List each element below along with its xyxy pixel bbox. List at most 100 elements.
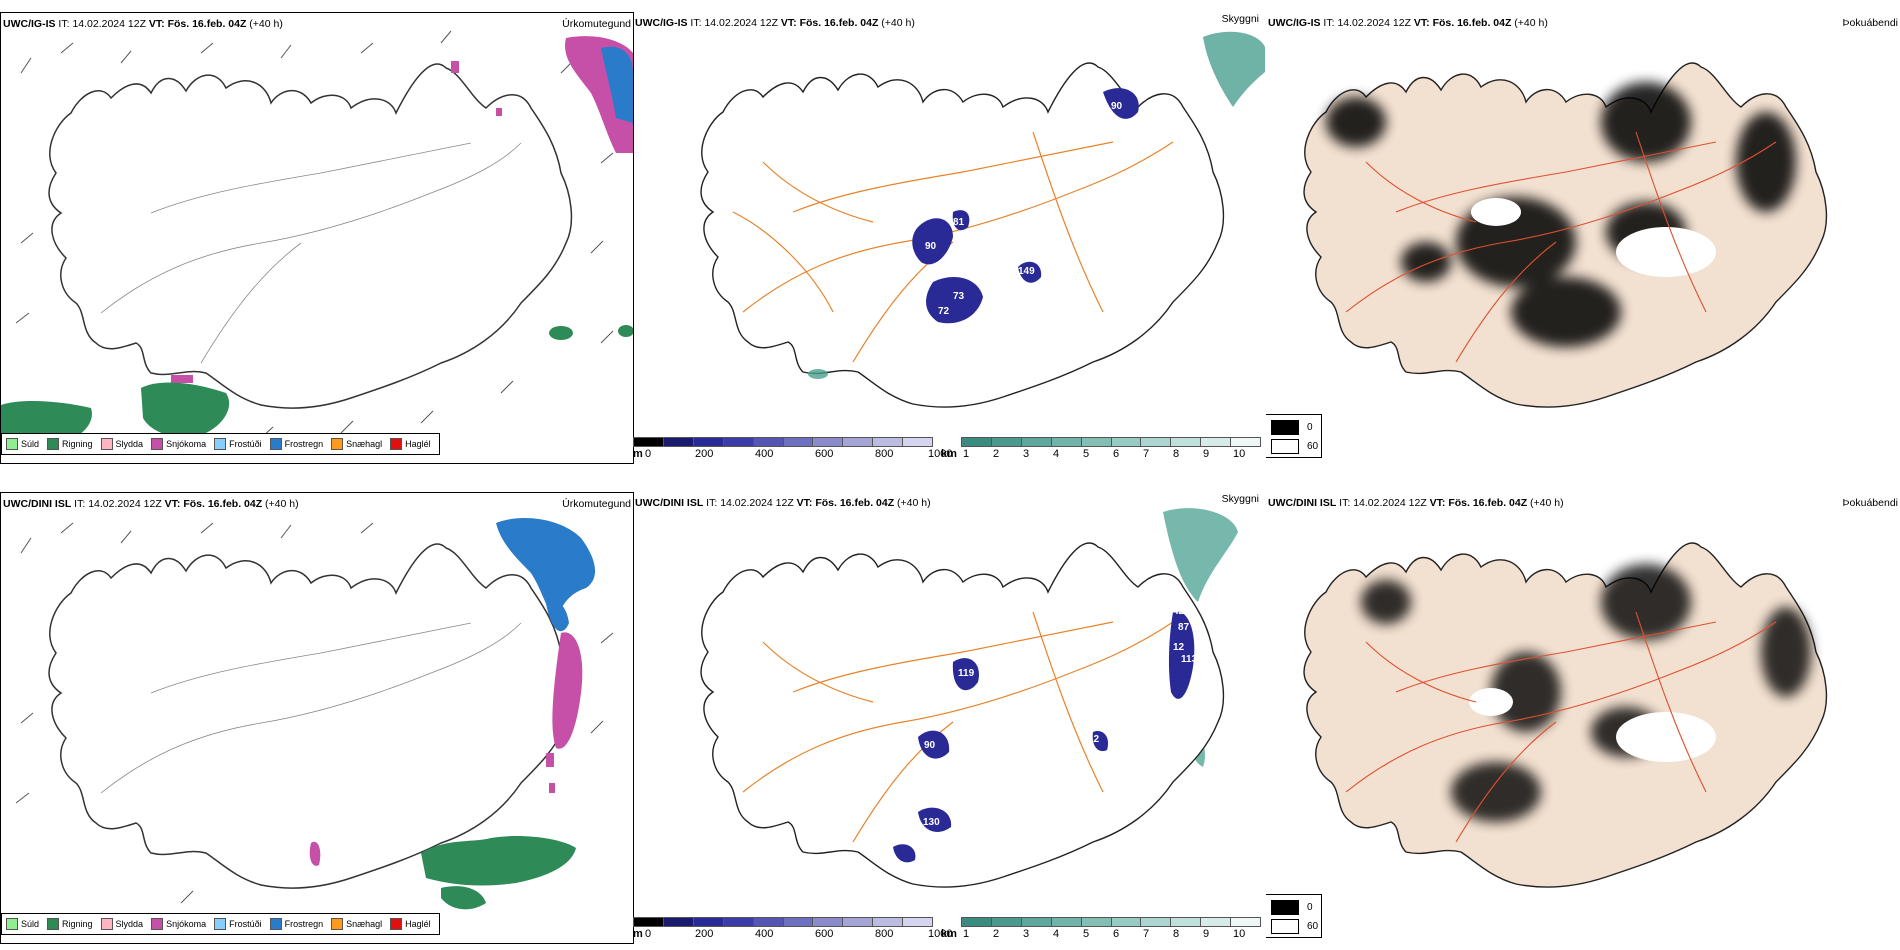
fog-glacier-white — [1469, 688, 1716, 762]
panel-label: Þokuábendi — [1842, 17, 1898, 29]
svg-text:12: 12 — [1088, 734, 1100, 745]
ptype-panel-row2: UWC/DINI ISL IT: 14.02.2024 12Z VT: Fös.… — [0, 492, 634, 944]
legend-item-snjokoma: Snjókoma — [151, 918, 206, 930]
fog-panel-row1: UWC/IG-IS IT: 14.02.2024 12Z VT: Fös. 16… — [1266, 12, 1900, 462]
legend-item-snaehagl: Snæhagl — [331, 918, 382, 930]
panel-label: Skyggni — [1221, 493, 1259, 505]
distance-unit: km — [941, 928, 957, 940]
roads — [732, 131, 1174, 363]
legend-item-slydda: Slydda — [100, 918, 143, 930]
svg-text:12: 12 — [1173, 642, 1185, 653]
legend-item-haglel: Haglél — [390, 918, 431, 930]
panel-title: UWC/IG-IS IT: 14.02.2024 12Z VT: Fös. 16… — [635, 17, 915, 29]
visibility-panel-row1: UWC/IG-IS IT: 14.02.2024 12Z VT: Fös. 16… — [633, 12, 1265, 462]
legend-swatch — [6, 918, 18, 930]
height-unit: m — [633, 448, 643, 460]
fog-panel-row2: UWC/DINI ISL IT: 14.02.2024 12Z VT: Fös.… — [1266, 492, 1900, 942]
legend-item-snjokoma: Snjókoma — [151, 438, 206, 450]
fog-legend-swatch-high — [1271, 420, 1299, 435]
svg-text:130: 130 — [923, 817, 940, 828]
roads — [1345, 131, 1777, 363]
fog-legend: 0 60 — [1266, 894, 1322, 938]
roads — [100, 622, 522, 794]
panel-title: UWC/DINI ISL IT: 14.02.2024 12Z VT: Fös.… — [635, 497, 931, 509]
visibility-labels: 90 81 90 149 73 72 — [925, 101, 1123, 317]
freezing-rain-areas — [601, 46, 633, 123]
ptype-panel-row1: UWC/IG-IS IT: 14.02.2024 12Z VT: Fös. 16… — [0, 12, 634, 464]
low-visibility-blue — [912, 88, 1139, 324]
legend-item-frostudi: Frostúði — [214, 438, 262, 450]
svg-text:81: 81 — [953, 217, 965, 228]
rain-areas — [1, 325, 633, 443]
legend-swatch — [151, 438, 164, 450]
legend-item-frostregn: Frostregn — [269, 438, 323, 450]
svg-text:149: 149 — [1018, 266, 1035, 277]
legend-swatch — [331, 918, 344, 930]
iceland-visibility-map: 90 81 90 149 73 72 — [700, 31, 1265, 408]
distance-scale-bar — [961, 917, 1262, 927]
svg-text:98: 98 — [948, 804, 960, 815]
panel-title: UWC/IG-IS IT: 14.02.2024 12Z VT: Fös. 16… — [3, 18, 283, 30]
distance-unit: km — [941, 448, 957, 460]
precip-type-legend: Súld Rigning Slydda Snjókoma Frostúði Fr… — [1, 913, 440, 935]
panel-label: Þokuábendi — [1842, 497, 1898, 509]
roads — [1345, 611, 1777, 843]
legend-swatch — [100, 438, 113, 450]
legend-swatch — [390, 918, 403, 930]
roads — [100, 142, 522, 364]
low-visibility-blue — [893, 611, 1195, 863]
legend-item-rigning: Rigning — [47, 918, 93, 930]
legend-swatch — [269, 918, 282, 930]
legend-item-haglel: Haglél — [390, 438, 431, 450]
iceland-precip-type-map — [15, 518, 614, 919]
svg-text:119: 119 — [958, 668, 975, 679]
fog-glacier-white — [1471, 198, 1716, 277]
wind-barbs — [15, 30, 614, 439]
legend-item-rigning: Rigning — [47, 438, 93, 450]
legend-swatch — [100, 918, 113, 930]
precip-type-legend: Súld Rigning Slydda Snjókoma Frostúði Fr… — [1, 433, 440, 455]
legend-swatch — [47, 438, 60, 450]
low-visibility-teal — [808, 31, 1265, 379]
fog-legend-swatch-high — [1271, 900, 1299, 915]
fog-legend-swatch-low — [1271, 439, 1299, 454]
svg-text:72: 72 — [938, 306, 950, 317]
panel-title: UWC/DINI ISL IT: 14.02.2024 12Z VT: Fös.… — [3, 498, 299, 510]
iceland-fog-map — [1303, 62, 1828, 408]
svg-text:90: 90 — [925, 241, 937, 252]
freezing-rain-areas — [496, 518, 596, 632]
legend-swatch — [269, 438, 282, 450]
visibility-labels: 119 90 130 98 12 87 12 113 42 — [923, 606, 1198, 828]
legend-swatch — [331, 438, 344, 450]
height-scale-bar — [633, 437, 934, 447]
svg-text:73: 73 — [953, 291, 965, 302]
panel-label: Skyggni — [1221, 13, 1259, 25]
svg-text:90: 90 — [924, 740, 936, 751]
panel-label: Úrkomutegund — [562, 18, 631, 30]
legend-item-slydda: Slydda — [100, 438, 143, 450]
iceland-fog-map — [1303, 542, 1828, 888]
height-scale-bar — [633, 917, 934, 927]
roads — [742, 611, 1174, 843]
fog-legend-swatch-low — [1271, 919, 1299, 934]
iceland-precip-type-map — [1, 30, 633, 443]
svg-text:87: 87 — [1178, 622, 1190, 633]
svg-text:113: 113 — [1181, 654, 1198, 665]
svg-text:90: 90 — [1111, 101, 1123, 112]
legend-swatch — [47, 918, 60, 930]
legend-item-sudl: Súld — [6, 438, 39, 450]
fog-legend: 0 60 — [1266, 414, 1322, 458]
legend-item-sudl: Súld — [6, 918, 39, 930]
snow-areas — [309, 632, 583, 866]
iceland-visibility-map: 119 90 130 98 12 87 12 113 42 — [700, 508, 1238, 888]
svg-text:42: 42 — [1173, 606, 1185, 617]
panel-label: Úrkomutegund — [562, 498, 631, 510]
panel-title: UWC/DINI ISL IT: 14.02.2024 12Z VT: Fös.… — [1268, 497, 1564, 509]
distance-scale-bar — [961, 437, 1262, 447]
legend-item-snaehagl: Snæhagl — [331, 438, 382, 450]
legend-swatch — [214, 918, 227, 930]
legend-swatch — [151, 918, 164, 930]
legend-swatch — [390, 438, 403, 450]
legend-item-frostudi: Frostúði — [214, 918, 262, 930]
legend-swatch — [214, 438, 227, 450]
